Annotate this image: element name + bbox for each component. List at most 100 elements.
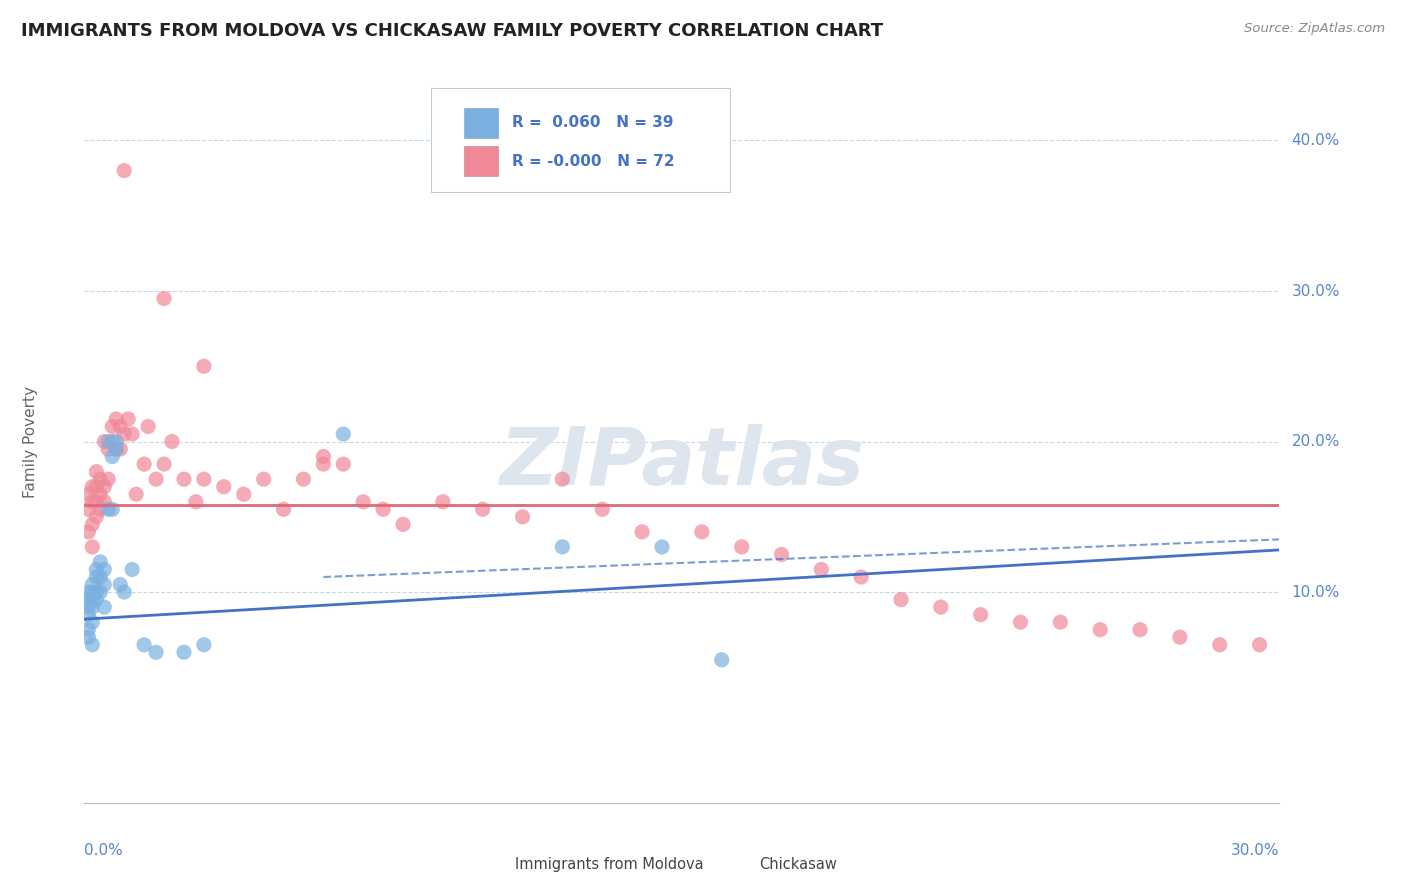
- Point: [770, 548, 793, 562]
- Text: Chickasaw: Chickasaw: [759, 856, 838, 871]
- Point: [690, 524, 713, 539]
- Point: [110, 419, 132, 434]
- Point: [193, 472, 215, 486]
- Point: [77, 524, 100, 539]
- Point: [110, 442, 132, 456]
- Point: [89, 585, 111, 599]
- Text: ZIPatlas: ZIPatlas: [499, 425, 865, 502]
- Point: [105, 442, 128, 456]
- FancyBboxPatch shape: [464, 146, 498, 177]
- Text: 40.0%: 40.0%: [1292, 133, 1340, 148]
- Point: [101, 419, 124, 434]
- Point: [97, 442, 120, 456]
- Point: [86, 570, 108, 584]
- Point: [82, 638, 104, 652]
- Point: [77, 502, 100, 516]
- Point: [160, 434, 183, 449]
- Point: [312, 457, 335, 471]
- FancyBboxPatch shape: [464, 108, 498, 138]
- Point: [193, 359, 215, 374]
- Point: [392, 517, 415, 532]
- Point: [352, 494, 374, 508]
- Point: [1049, 615, 1071, 630]
- Point: [86, 592, 108, 607]
- Point: [86, 562, 108, 576]
- Point: [86, 494, 108, 508]
- Point: [112, 163, 135, 178]
- Text: 0.0%: 0.0%: [84, 843, 124, 857]
- Point: [173, 645, 195, 659]
- Point: [97, 472, 120, 486]
- FancyBboxPatch shape: [432, 87, 730, 193]
- Point: [77, 600, 100, 615]
- Point: [512, 509, 534, 524]
- Point: [82, 585, 104, 599]
- Point: [110, 577, 132, 591]
- Point: [373, 502, 395, 516]
- Point: [82, 480, 104, 494]
- Point: [890, 592, 912, 607]
- Point: [591, 502, 613, 516]
- Point: [121, 562, 143, 576]
- Point: [132, 457, 156, 471]
- Point: [153, 457, 176, 471]
- Point: [810, 562, 832, 576]
- Point: [97, 434, 120, 449]
- Text: 10.0%: 10.0%: [1292, 584, 1340, 599]
- Point: [77, 487, 100, 501]
- FancyBboxPatch shape: [479, 857, 509, 873]
- Point: [112, 585, 135, 599]
- Point: [651, 540, 673, 554]
- Point: [77, 585, 100, 599]
- Point: [432, 494, 454, 508]
- Point: [184, 494, 207, 508]
- Point: [101, 450, 124, 464]
- Point: [82, 615, 104, 630]
- Text: Source: ZipAtlas.com: Source: ZipAtlas.com: [1244, 22, 1385, 36]
- Text: 30.0%: 30.0%: [1232, 843, 1279, 857]
- Point: [82, 540, 104, 554]
- Point: [851, 570, 873, 584]
- Point: [121, 427, 143, 442]
- Point: [86, 465, 108, 479]
- Point: [82, 577, 104, 591]
- Text: IMMIGRANTS FROM MOLDOVA VS CHICKASAW FAMILY POVERTY CORRELATION CHART: IMMIGRANTS FROM MOLDOVA VS CHICKASAW FAM…: [21, 22, 883, 40]
- Point: [145, 645, 167, 659]
- Point: [332, 427, 354, 442]
- Point: [153, 292, 176, 306]
- Point: [77, 630, 100, 644]
- Point: [1249, 638, 1271, 652]
- Text: R = -0.000   N = 72: R = -0.000 N = 72: [512, 153, 675, 169]
- Point: [89, 555, 111, 569]
- Point: [132, 638, 156, 652]
- Point: [551, 472, 574, 486]
- Text: R =  0.060   N = 39: R = 0.060 N = 39: [512, 115, 673, 130]
- Point: [970, 607, 993, 622]
- Point: [471, 502, 494, 516]
- Point: [89, 472, 111, 486]
- Point: [551, 540, 574, 554]
- Text: Family Poverty: Family Poverty: [22, 385, 38, 498]
- Point: [97, 502, 120, 516]
- Point: [82, 494, 104, 508]
- Point: [117, 412, 139, 426]
- Point: [93, 562, 115, 576]
- Point: [232, 487, 254, 501]
- Point: [82, 592, 104, 607]
- Point: [1090, 623, 1112, 637]
- Point: [145, 472, 167, 486]
- Point: [631, 524, 654, 539]
- Point: [1010, 615, 1032, 630]
- Point: [86, 585, 108, 599]
- Point: [173, 472, 195, 486]
- Point: [273, 502, 295, 516]
- Text: 30.0%: 30.0%: [1292, 284, 1340, 299]
- Point: [101, 434, 124, 449]
- Point: [136, 419, 159, 434]
- Point: [82, 517, 104, 532]
- Point: [86, 480, 108, 494]
- Point: [77, 607, 100, 622]
- Point: [1129, 623, 1152, 637]
- Point: [89, 570, 111, 584]
- Point: [112, 427, 135, 442]
